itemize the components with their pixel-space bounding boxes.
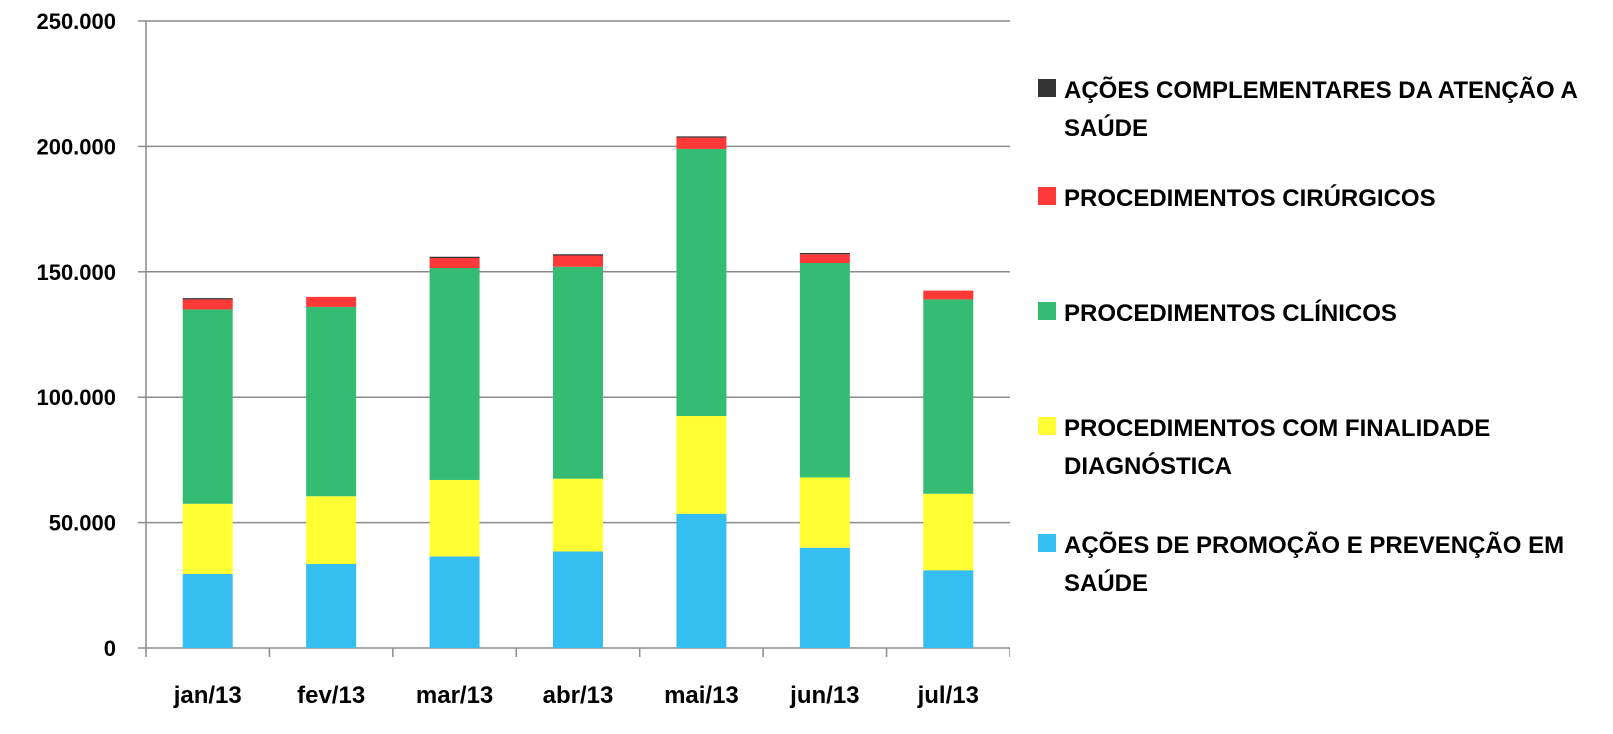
bar-segment — [799, 547, 850, 648]
legend-item-acoes-complementares: AÇÕES COMPLEMENTARES DA ATENÇÃO A SAÚDE — [1038, 72, 1604, 148]
legend-label: PROCEDIMENTOS COM FINALIDADE DIAGNÓSTICA — [1064, 415, 1491, 480]
legend-label: AÇÕES DE PROMOÇÃO E PREVENÇÃO EM SAÚDE — [1064, 532, 1565, 597]
x-tick-label: jan/13 — [173, 682, 242, 709]
y-tick-label: 150.000 — [36, 260, 116, 285]
bar-segment — [429, 556, 480, 648]
bar-segment — [553, 266, 603, 479]
y-tick-label: 50.000 — [49, 511, 116, 536]
x-tick-label: mai/13 — [664, 682, 739, 709]
bar-segment — [799, 477, 850, 548]
legend-swatch — [1038, 534, 1056, 552]
y-tick-label: 200.000 — [36, 134, 116, 159]
bar-segment — [182, 503, 233, 575]
bar-segment — [429, 268, 480, 480]
bar-segment — [553, 478, 603, 552]
legend-label: AÇÕES COMPLEMENTARES DA ATENÇÃO A SAÚDE — [1064, 77, 1577, 142]
bar-segment — [306, 306, 357, 497]
x-tick-label: jul/13 — [917, 682, 979, 709]
bar-segment — [923, 299, 974, 494]
bar-segment — [676, 137, 727, 149]
legend-swatch — [1038, 417, 1056, 435]
x-tick-label: mar/13 — [416, 682, 493, 709]
bar-segment — [182, 574, 233, 648]
y-tick-label: 100.000 — [36, 385, 116, 410]
y-tick-label: 250.000 — [36, 9, 116, 34]
legend-item-procedimentos-cirurgicos: PROCEDIMENTOS CIRÚRGICOS — [1038, 180, 1604, 218]
bar-segment — [923, 290, 974, 300]
legend-item-acoes-promocao: AÇÕES DE PROMOÇÃO E PREVENÇÃO EM SAÚDE — [1038, 527, 1604, 603]
legend-item-procedimentos-clinicos: PROCEDIMENTOS CLÍNICOS — [1038, 295, 1604, 333]
bar-segment — [306, 563, 357, 648]
bar-segment — [306, 296, 357, 307]
bar-segment — [429, 479, 480, 557]
bar-segment — [799, 263, 850, 478]
bar-segment — [923, 570, 974, 648]
bar-segment — [799, 252, 850, 255]
bar-segment — [553, 255, 603, 267]
x-tick-label: abr/13 — [543, 682, 614, 709]
bar-segment — [553, 551, 603, 648]
bar-segment — [923, 493, 974, 571]
x-tick-label: jun/13 — [789, 682, 859, 709]
stacked-bar-chart: 0 50.000 100.000 150.000 200.000 250.000 jan/1… — [36, 9, 1010, 709]
bar-segment — [553, 254, 603, 256]
legend-swatch — [1038, 302, 1056, 320]
bar-segment — [182, 309, 233, 504]
legend-swatch — [1038, 187, 1056, 205]
legend-swatch — [1038, 79, 1056, 97]
legend-item-procedimentos-diagnostica: PROCEDIMENTOS COM FINALIDADE DIAGNÓSTICA — [1038, 410, 1604, 486]
bar-segment — [429, 258, 480, 269]
legend-label: PROCEDIMENTOS CIRÚRGICOS — [1064, 185, 1436, 212]
x-tick-label: fev/13 — [297, 682, 365, 709]
bar-segment — [676, 416, 727, 514]
y-tick-label: 0 — [104, 636, 116, 661]
bar-segment — [182, 299, 233, 310]
bar-segment — [676, 513, 727, 648]
bar-segment — [799, 254, 850, 264]
bar-segment — [306, 496, 357, 564]
bar-segment — [676, 136, 727, 138]
legend-label: PROCEDIMENTOS CLÍNICOS — [1064, 300, 1397, 327]
bar-segment — [429, 256, 480, 259]
bar-segment — [676, 148, 727, 417]
bar-segment — [182, 298, 233, 300]
